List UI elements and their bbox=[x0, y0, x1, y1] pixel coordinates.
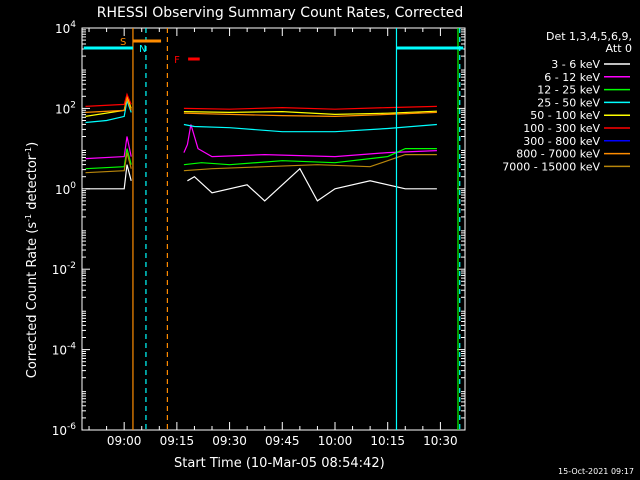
x-tick-label: 09:15 bbox=[160, 434, 195, 448]
legend-label-4: 50 - 100 keV bbox=[530, 109, 600, 122]
legend-label-1: 6 - 12 keV bbox=[544, 71, 600, 84]
y-tick-label: 10-4 bbox=[52, 342, 77, 358]
plot-axes: 104 102 100 10-2 10-4 10-6 09:00 09:15 09:30 09:4… bbox=[52, 20, 466, 448]
x-tick-label: 09:45 bbox=[265, 434, 300, 448]
legend-label-6: 300 - 800 keV bbox=[523, 135, 600, 148]
x-tick-label: 10:30 bbox=[423, 434, 458, 448]
legend-header-line2: Att 0 bbox=[606, 42, 632, 55]
legend-label-7: 800 - 7000 keV bbox=[516, 148, 600, 161]
timestamp: 15-Oct-2021 09:17 bbox=[558, 467, 634, 476]
interval-label-3: F bbox=[174, 55, 180, 66]
y-tick-label: 10-2 bbox=[52, 261, 76, 277]
series-line-1 bbox=[85, 124, 437, 160]
legend-header-line1: Det 1,3,4,5,6,9, bbox=[546, 30, 632, 43]
legend-label-5: 100 - 300 keV bbox=[523, 122, 600, 135]
interval-label-1: N bbox=[139, 44, 146, 55]
legend-label-8: 7000 - 15000 keV bbox=[502, 160, 600, 173]
x-tick-label: 09:30 bbox=[212, 434, 247, 448]
legend-label-0: 3 - 6 keV bbox=[551, 58, 600, 71]
series-line-0 bbox=[85, 164, 437, 202]
legend-label-2: 12 - 25 keV bbox=[537, 84, 600, 97]
legend-label-3: 25 - 50 keV bbox=[537, 96, 600, 109]
x-tick-label: 10:15 bbox=[370, 434, 405, 448]
y-axis-label: Corrected Count Rate (s-1 detector-1) bbox=[24, 142, 40, 378]
interval-overlay: S N F bbox=[83, 28, 464, 430]
x-tick-label: 10:00 bbox=[318, 434, 353, 448]
series-line-2 bbox=[85, 148, 437, 170]
y-tick-label: 100 bbox=[55, 181, 76, 197]
y-tick-label: 104 bbox=[55, 20, 76, 36]
x-tick-label: 09:00 bbox=[107, 434, 142, 448]
series-line-8 bbox=[85, 152, 437, 174]
interval-label-0: S bbox=[120, 37, 126, 48]
series-line-3 bbox=[85, 98, 437, 133]
y-tick-label: 102 bbox=[55, 100, 76, 116]
chart-title: RHESSI Observing Summary Count Rates, Co… bbox=[97, 5, 463, 21]
x-axis-label: Start Time (10-Mar-05 08:54:42) bbox=[174, 456, 385, 471]
plot-frame bbox=[81, 27, 466, 431]
y-tick-label: 10-6 bbox=[52, 422, 77, 438]
